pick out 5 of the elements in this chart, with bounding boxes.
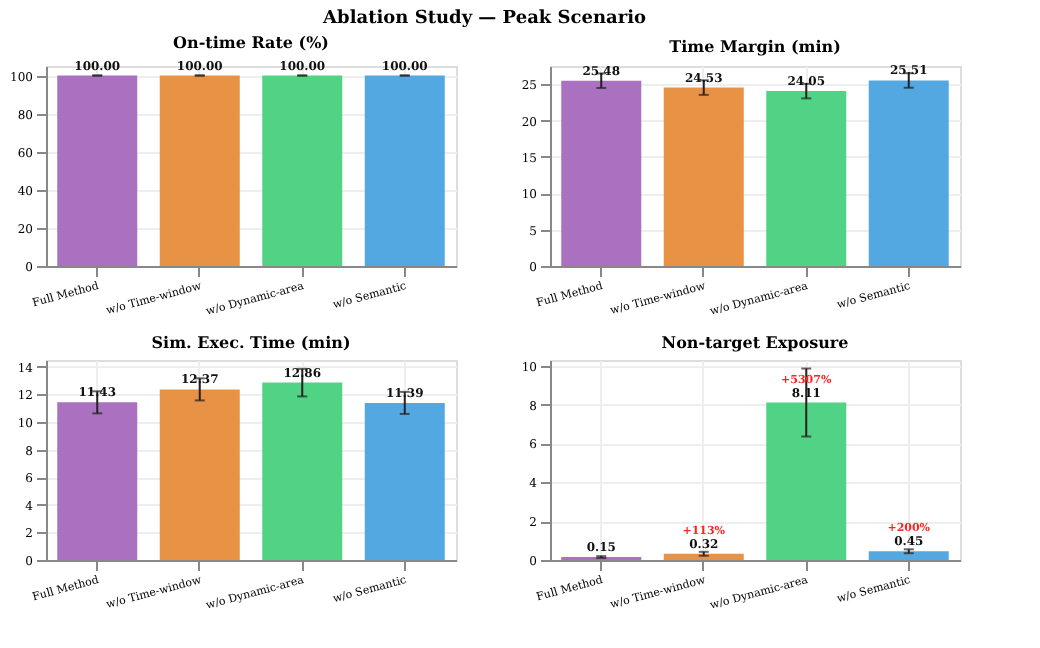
text: Ablation Study — Peak Scenario: [321, 8, 647, 29]
chart-title: Sim. Exec. Time (min): [151, 332, 351, 352]
chart-title: On-time Rate (%): [173, 31, 330, 52]
chart-title: Time Margin (min): [669, 36, 842, 57]
chart-title: Non-target Exposure: [661, 331, 849, 352]
